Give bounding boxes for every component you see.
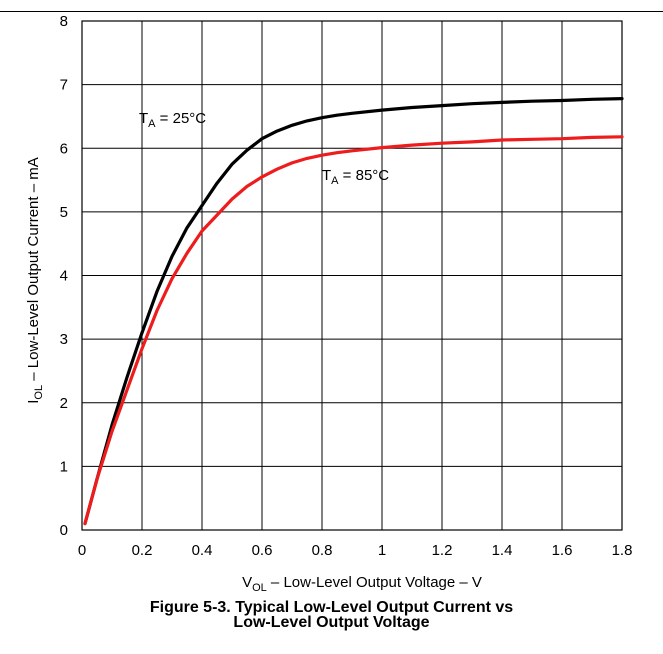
y-tick-label: 2 (60, 395, 68, 412)
y-tick-label: 8 (60, 13, 68, 30)
y-tick-label: 6 (60, 140, 68, 157)
series-annotations: TA = 25°C TA = 85°C (139, 110, 389, 187)
series-label-85c: TA = 85°C (322, 167, 389, 187)
series-line-85c (83, 135, 624, 526)
plot-frame (81, 20, 623, 531)
x-tick-label: 1.2 (432, 542, 453, 559)
top-rule (0, 11, 663, 12)
x-tick-label: 0.4 (192, 542, 213, 559)
y-tick-label: 3 (60, 331, 68, 348)
y-tick-label: 1 (60, 458, 68, 475)
figure-caption-line-1: Figure 5-3. Typical Low-Level Output Cur… (149, 599, 514, 616)
iol-vs-vol-chart: 0 0.2 0.4 0.6 0.8 1 1.2 1.4 1.6 1.8 0 1 2 3 4 5 6 7 8 TA … (25, 13, 633, 594)
x-tick-label: 0.8 (312, 542, 333, 559)
x-tick-labels: 0 0.2 0.4 0.6 0.8 1 1.2 1.4 1.6 1.8 (78, 542, 633, 559)
x-tick-label: 0.6 (252, 542, 273, 559)
x-tick-label: 0 (78, 542, 86, 559)
y-axis-label: IOL – Low-Level Output Current – mA (25, 157, 45, 403)
x-tick-label: 0.2 (132, 542, 153, 559)
chart-curves (83, 97, 624, 526)
y-tick-labels: 0 1 2 3 4 5 6 7 8 (60, 13, 68, 539)
y-tick-label: 4 (60, 268, 68, 285)
x-axis-label: VOL – Low-Level Output Voltage – V (242, 574, 482, 594)
x-tick-label: 1 (378, 542, 386, 559)
figure-caption-line-2: Low-Level Output Voltage (233, 614, 430, 631)
y-tick-label: 0 (60, 522, 68, 539)
x-tick-label: 1.8 (612, 542, 633, 559)
series-line-25c (83, 97, 624, 526)
y-tick-label: 5 (60, 204, 68, 221)
y-tick-label: 7 (60, 77, 68, 94)
series-label-25c: TA = 25°C (139, 110, 206, 130)
x-tick-label: 1.6 (552, 542, 573, 559)
x-tick-label: 1.4 (492, 542, 513, 559)
